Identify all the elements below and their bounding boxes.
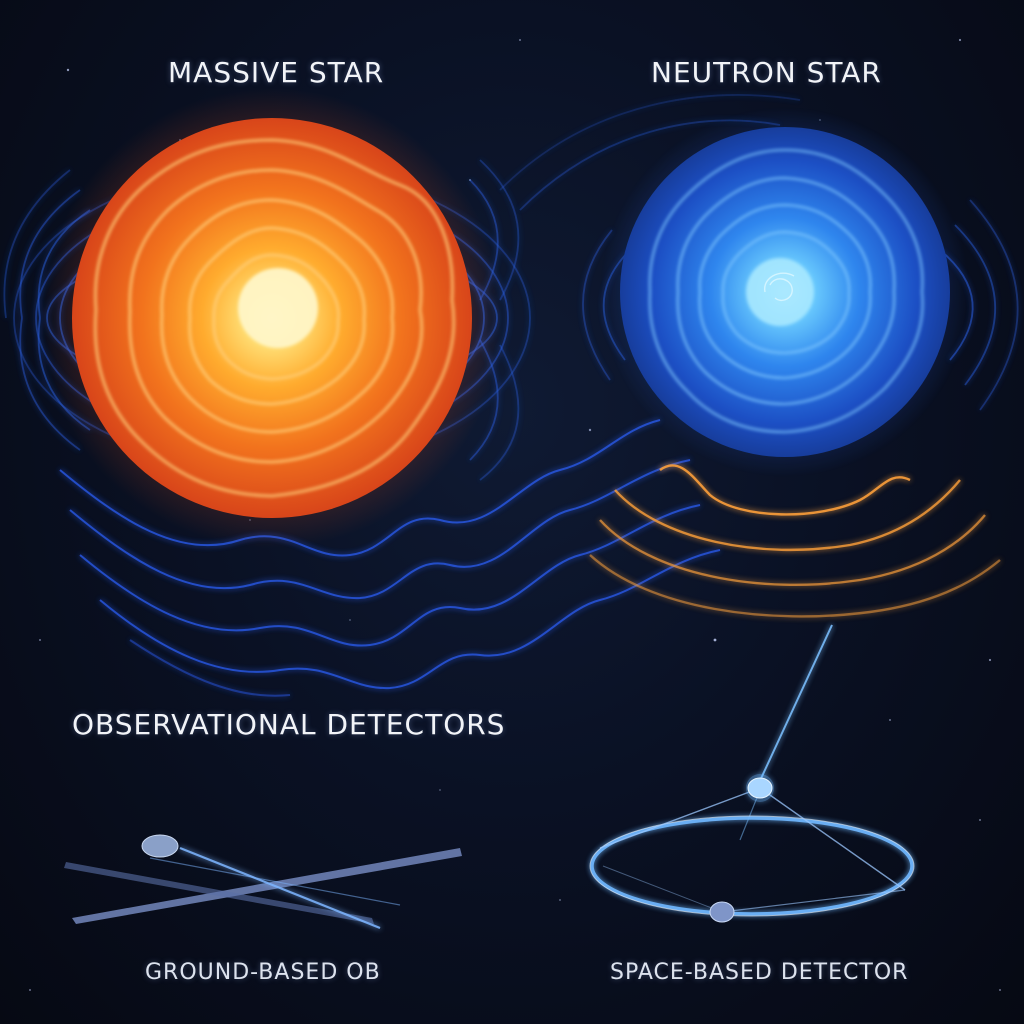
ground-based-label: GROUND-BASED OB bbox=[145, 960, 381, 985]
space-based-detector bbox=[589, 774, 915, 923]
neutron-star bbox=[600, 107, 970, 477]
observational-detectors-heading: OBSERVATIONAL DETECTORS bbox=[72, 708, 506, 741]
orange-wave-arcs bbox=[589, 464, 1001, 618]
space-based-label: SPACE-BASED DETECTOR bbox=[610, 960, 909, 985]
ground-based-detector bbox=[64, 834, 462, 930]
wave-trails-lower bbox=[59, 419, 721, 697]
neutron-star-label: NEUTRON STAR bbox=[651, 56, 882, 89]
signal-beam bbox=[739, 624, 833, 841]
massive-star-label: MASSIVE STAR bbox=[168, 56, 385, 89]
massive-star bbox=[42, 88, 502, 548]
